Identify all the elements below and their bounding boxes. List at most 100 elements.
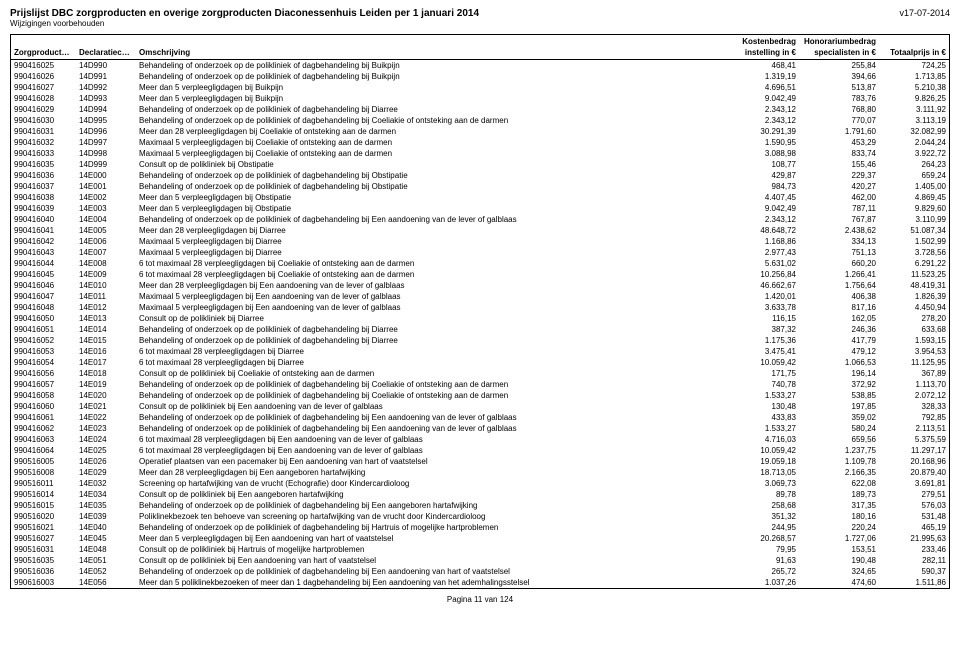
cell-totaalprijs: 282,11 xyxy=(879,555,949,566)
cell-declaratiecode: 14E002 xyxy=(76,192,136,203)
cell-honorarium: 359,02 xyxy=(799,412,879,423)
cell-declaratiecode: 14E010 xyxy=(76,280,136,291)
price-table-wrap: Kostenbedrag Honorariumbedrag Zorgproduc… xyxy=(10,34,950,589)
table-row: 99041602514D990Behandeling of onderzoek … xyxy=(11,60,949,72)
page-footer: Pagina 11 van 124 xyxy=(10,595,950,604)
cell-zorgproductcode: 990416030 xyxy=(11,115,76,126)
cell-kostenbedrag: 2.343,12 xyxy=(729,115,799,126)
col-zorgproductcode: Zorgproductcode xyxy=(11,46,76,60)
cell-omschrijving: Behandeling of onderzoek op de poliklini… xyxy=(136,390,729,401)
cell-omschrijving: Consult op de polikliniek bij Coeliakie … xyxy=(136,368,729,379)
cell-zorgproductcode: 990416053 xyxy=(11,346,76,357)
cell-totaalprijs: 1.405,00 xyxy=(879,181,949,192)
cell-honorarium: 153,51 xyxy=(799,544,879,555)
cell-omschrijving: Maximaal 5 verpleegligdagen bij Coeliaki… xyxy=(136,148,729,159)
cell-honorarium: 817,16 xyxy=(799,302,879,313)
cell-totaalprijs: 21.995,63 xyxy=(879,533,949,544)
col-honorarium: specialisten in € xyxy=(799,46,879,60)
cell-totaalprijs: 590,37 xyxy=(879,566,949,577)
cell-declaratiecode: 14E014 xyxy=(76,324,136,335)
cell-totaalprijs: 1.593,15 xyxy=(879,335,949,346)
cell-zorgproductcode: 990516035 xyxy=(11,555,76,566)
cell-honorarium: 2.438,62 xyxy=(799,225,879,236)
cell-totaalprijs: 2.072,12 xyxy=(879,390,949,401)
cell-kostenbedrag: 9.042,49 xyxy=(729,203,799,214)
cell-zorgproductcode: 990416026 xyxy=(11,71,76,82)
cell-omschrijving: 6 tot maximaal 28 verpleegligdagen bij E… xyxy=(136,445,729,456)
table-row: 99041604714E011Maximaal 5 verpleegligdag… xyxy=(11,291,949,302)
cell-totaalprijs: 531,48 xyxy=(879,511,949,522)
cell-kostenbedrag: 108,77 xyxy=(729,159,799,170)
cell-omschrijving: Screening op hartafwijking van de vrucht… xyxy=(136,478,729,489)
table-row: 99041605014E013Consult op de polikliniek… xyxy=(11,313,949,324)
cell-zorgproductcode: 990416058 xyxy=(11,390,76,401)
cell-kostenbedrag: 1.533,27 xyxy=(729,423,799,434)
cell-zorgproductcode: 990416031 xyxy=(11,126,76,137)
cell-omschrijving: Behandeling of onderzoek op de poliklini… xyxy=(136,115,729,126)
cell-omschrijving: Consult op de polikliniek bij Een aangeb… xyxy=(136,489,729,500)
cell-zorgproductcode: 990416042 xyxy=(11,236,76,247)
cell-honorarium: 189,73 xyxy=(799,489,879,500)
cell-zorgproductcode: 990516036 xyxy=(11,566,76,577)
cell-declaratiecode: 14E000 xyxy=(76,170,136,181)
cell-totaalprijs: 724,25 xyxy=(879,60,949,72)
cell-totaalprijs: 659,24 xyxy=(879,170,949,181)
table-row: 99041605314E0166 tot maximaal 28 verplee… xyxy=(11,346,949,357)
cell-kostenbedrag: 4.716,03 xyxy=(729,434,799,445)
cell-zorgproductcode: 990416045 xyxy=(11,269,76,280)
cell-kostenbedrag: 429,87 xyxy=(729,170,799,181)
cell-declaratiecode: 14E045 xyxy=(76,533,136,544)
cell-declaratiecode: 14E048 xyxy=(76,544,136,555)
cell-zorgproductcode: 990516015 xyxy=(11,500,76,511)
cell-declaratiecode: 14E004 xyxy=(76,214,136,225)
cell-declaratiecode: 14E017 xyxy=(76,357,136,368)
table-row: 99041606214E023Behandeling of onderzoek … xyxy=(11,423,949,434)
cell-totaalprijs: 3.111,92 xyxy=(879,104,949,115)
cell-honorarium: 372,92 xyxy=(799,379,879,390)
cell-declaratiecode: 14E011 xyxy=(76,291,136,302)
cell-omschrijving: 6 tot maximaal 28 verpleegligdagen bij D… xyxy=(136,346,729,357)
cell-zorgproductcode: 990516031 xyxy=(11,544,76,555)
cell-declaratiecode: 14E016 xyxy=(76,346,136,357)
cell-omschrijving: Meer dan 28 verpleegligdagen bij Diarree xyxy=(136,225,729,236)
version-label: v17-07-2014 xyxy=(899,8,950,18)
cell-honorarium: 659,56 xyxy=(799,434,879,445)
cell-honorarium: 317,35 xyxy=(799,500,879,511)
table-row: 99041603914E003Meer dan 5 verpleegligdag… xyxy=(11,203,949,214)
cell-zorgproductcode: 990516005 xyxy=(11,456,76,467)
table-row: 99051602114E040Behandeling of onderzoek … xyxy=(11,522,949,533)
cell-honorarium: 196,14 xyxy=(799,368,879,379)
table-row: 99051603114E048Consult op de polikliniek… xyxy=(11,544,949,555)
cell-declaratiecode: 14E034 xyxy=(76,489,136,500)
cell-kostenbedrag: 116,15 xyxy=(729,313,799,324)
cell-omschrijving: Consult op de polikliniek bij Een aandoe… xyxy=(136,555,729,566)
cell-honorarium: 1.237,75 xyxy=(799,445,879,456)
cell-kostenbedrag: 4.696,51 xyxy=(729,82,799,93)
cell-zorgproductcode: 990416038 xyxy=(11,192,76,203)
cell-omschrijving: Behandeling of onderzoek op de poliklini… xyxy=(136,71,729,82)
cell-totaalprijs: 3.922,72 xyxy=(879,148,949,159)
cell-omschrijving: Poliklinekbezoek ten behoeve van screeni… xyxy=(136,511,729,522)
table-row: 99041603514D999Consult op de polikliniek… xyxy=(11,159,949,170)
cell-zorgproductcode: 990416057 xyxy=(11,379,76,390)
cell-omschrijving: Behandeling of onderzoek op de poliklini… xyxy=(136,104,729,115)
table-row: 99051601114E032Screening op hartafwijkin… xyxy=(11,478,949,489)
cell-zorgproductcode: 990516027 xyxy=(11,533,76,544)
cell-honorarium: 580,24 xyxy=(799,423,879,434)
cell-kostenbedrag: 10.059,42 xyxy=(729,357,799,368)
table-row: 99051600814E029Meer dan 28 verpleegligda… xyxy=(11,467,949,478)
cell-declaratiecode: 14D994 xyxy=(76,104,136,115)
cell-kostenbedrag: 3.633,78 xyxy=(729,302,799,313)
table-row: 99041603014D995Behandeling of onderzoek … xyxy=(11,115,949,126)
cell-kostenbedrag: 1.175,36 xyxy=(729,335,799,346)
cell-kostenbedrag: 2.343,12 xyxy=(729,104,799,115)
table-row: 99041604814E012Maximaal 5 verpleegligdag… xyxy=(11,302,949,313)
cell-zorgproductcode: 990516020 xyxy=(11,511,76,522)
cell-declaratiecode: 14D997 xyxy=(76,137,136,148)
cell-zorgproductcode: 990416037 xyxy=(11,181,76,192)
cell-omschrijving: Behandeling of onderzoek op de poliklini… xyxy=(136,412,729,423)
cell-honorarium: 180,16 xyxy=(799,511,879,522)
cell-honorarium: 324,65 xyxy=(799,566,879,577)
cell-honorarium: 783,76 xyxy=(799,93,879,104)
cell-kostenbedrag: 1.533,27 xyxy=(729,390,799,401)
